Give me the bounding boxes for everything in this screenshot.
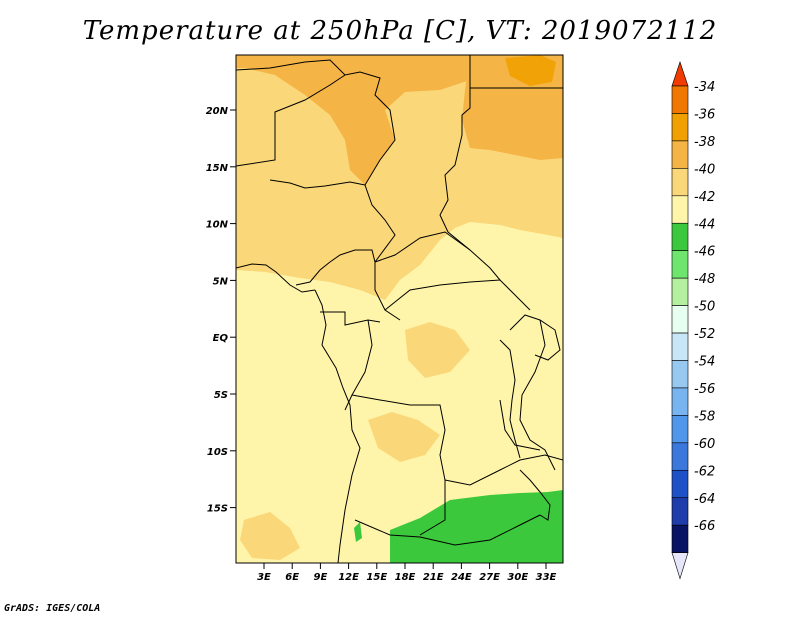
colorbar-label: -44 (694, 217, 715, 232)
grads-credit: GrADS: IGES/COLA (4, 603, 101, 614)
lon-tick-label: 33E (536, 572, 557, 583)
lon-tick-label: 24E (451, 572, 472, 583)
colorbar-label: -46 (694, 245, 715, 260)
colorbar-label: -50 (694, 300, 715, 315)
lat-tick-label: 5S (214, 390, 228, 401)
colorbar-swatch (671, 469, 689, 499)
lon-tick-label: 27E (479, 572, 500, 583)
colorbar-label: -66 (694, 519, 715, 534)
map-title: Temperature at 250hPa [C], VT: 201907211… (82, 16, 718, 46)
field-band-c44-spot (354, 522, 362, 542)
field-band-c44 (390, 490, 563, 563)
colorbar-swatch (671, 387, 689, 416)
lon-tick-label: 6E (285, 572, 299, 583)
lon-tick-label: 21E (423, 572, 444, 583)
colorbar-swatch (671, 277, 689, 306)
border-path (499, 399, 541, 451)
border-path (354, 514, 541, 546)
lat-tick-label: 10N (206, 220, 229, 231)
border-path (519, 319, 556, 471)
border-path (344, 319, 373, 411)
colorbar-swatch (671, 360, 689, 389)
colorbar-swatch (671, 140, 689, 169)
plot-frame (235, 54, 564, 564)
colorbar-swatch (671, 497, 689, 526)
colorbar-cap-bottom (671, 552, 689, 580)
border-path (329, 249, 376, 263)
colorbar-swatch (671, 250, 689, 279)
border-path (439, 55, 501, 281)
lat-tick-label: 5N (213, 276, 229, 287)
lat-tick-label: 15N (206, 163, 229, 174)
latitude-axis: 20N 15N 10N 5N EQ 5S 10S 15S (206, 106, 236, 515)
border-path (320, 311, 381, 326)
colorbar-label: -56 (694, 382, 715, 397)
lat-tick-label: EQ (213, 333, 229, 344)
border-path (351, 394, 446, 536)
colorbar-swatch (671, 305, 689, 334)
border-path (519, 469, 551, 521)
colorbar-label: -48 (694, 272, 715, 287)
colorbar-label: -40 (694, 162, 715, 177)
border-path (384, 279, 531, 311)
colorbar: -34 -36 -38 -40 -42 -44 -46 -48 -50 -52 -54 -56 -58 -… (671, 61, 715, 580)
colorbar-swatch (671, 524, 689, 553)
field-band-c40-blob1 (405, 322, 470, 378)
colorbar-label: -38 (694, 135, 715, 150)
colorbar-label: -64 (694, 492, 715, 507)
field-band-c40-blob3 (240, 512, 300, 560)
lon-tick-label: 12E (338, 572, 359, 583)
colorbar-swatch (671, 332, 689, 361)
field-band-c38 (236, 55, 470, 185)
colorbar-swatch (671, 222, 689, 252)
colorbar-label: -54 (694, 355, 715, 370)
border-path (295, 261, 331, 286)
lon-tick-label: 18E (395, 572, 416, 583)
colorbar-label: -62 (694, 464, 715, 479)
lon-tick-label: 15E (366, 572, 387, 583)
field-band-c40-blob2 (368, 412, 440, 462)
border-path (236, 263, 316, 293)
colorbar-label: -52 (694, 327, 715, 342)
colorbar-label: -58 (694, 409, 715, 424)
border-path (269, 179, 366, 189)
colorbar-swatch (671, 113, 689, 142)
colorbar-swatch (671, 85, 689, 114)
border-path (236, 74, 346, 167)
colorbar-swatch (671, 415, 689, 444)
colorbar-swatch (671, 195, 689, 224)
lat-tick-label: 15S (207, 504, 228, 515)
border-path (499, 339, 521, 459)
colorbar-label: -42 (694, 190, 715, 205)
colorbar-label: -34 (694, 80, 715, 95)
longitude-axis: 3E 6E 9E 12E 15E 18E 21E 24E 27E 30E 33E (257, 563, 557, 583)
border-path (509, 314, 561, 361)
temperature-field (236, 55, 563, 563)
colorbar-swatch (671, 168, 689, 197)
colorbar-label: -36 (694, 107, 715, 122)
lat-tick-label: 10S (207, 447, 228, 458)
country-borders (236, 55, 563, 563)
border-path (314, 289, 361, 563)
colorbar-label: -60 (694, 437, 715, 452)
lat-tick-label: 20N (206, 106, 229, 117)
colorbar-cap-top (671, 61, 689, 87)
lon-tick-label: 9E (314, 572, 328, 583)
border-path (374, 231, 471, 263)
colorbar-swatch (671, 442, 689, 471)
lon-tick-label: 30E (507, 572, 528, 583)
field-band-c36 (505, 55, 556, 86)
lon-tick-label: 3E (257, 572, 271, 583)
